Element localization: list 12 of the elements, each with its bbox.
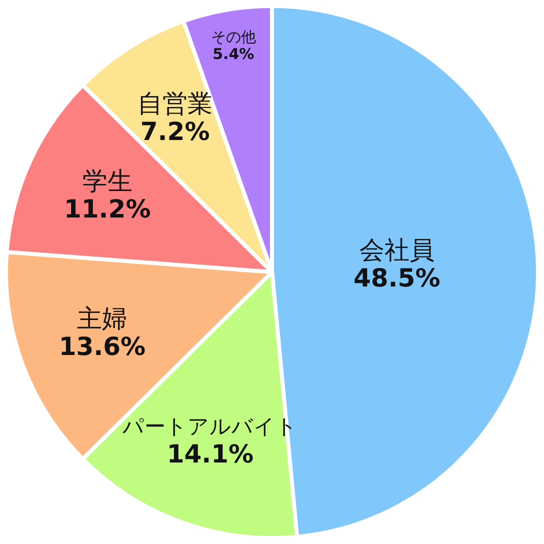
data-label: 7.2%: [140, 116, 210, 146]
data-label: 5.4%: [212, 44, 254, 63]
data-label: 13.6%: [58, 332, 146, 361]
slice-label: その他: [210, 28, 256, 46]
slice-label: 自営業: [138, 88, 213, 118]
data-label: 14.1%: [166, 439, 254, 468]
slice-label: 学生: [82, 166, 132, 196]
slice-label: 会社員: [359, 236, 434, 265]
slice-label: 主婦: [77, 304, 128, 333]
data-label: 48.5%: [354, 264, 440, 293]
slice-label: パートアルバイト: [122, 414, 298, 438]
data-label: 11.2%: [64, 194, 151, 224]
